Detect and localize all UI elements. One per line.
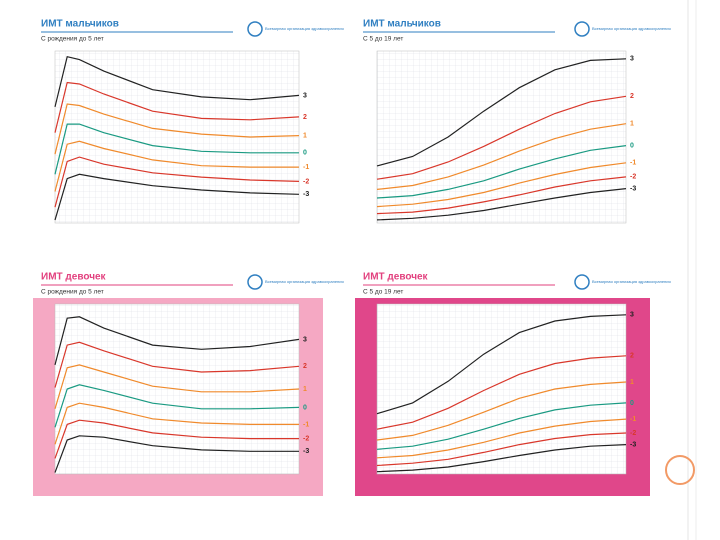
chart-title: ИМТ мальчиков — [41, 19, 119, 30]
z-curve — [54, 435, 299, 473]
curve-label: 2 — [630, 93, 634, 100]
z-curve — [54, 156, 300, 208]
curve-label: -3 — [630, 441, 636, 448]
who-logo — [574, 21, 590, 37]
chart-title: ИМТ девочек — [41, 272, 107, 283]
z-curve — [54, 81, 300, 133]
curve-label: -2 — [630, 430, 636, 437]
z-curve — [54, 402, 299, 445]
who-logo — [574, 274, 590, 290]
z-curve — [376, 314, 627, 415]
chart-subtitle: С 5 до 19 лет — [363, 289, 403, 296]
curve-label: -1 — [303, 421, 309, 428]
curve-label: -2 — [630, 174, 636, 181]
curve-label: 3 — [630, 312, 634, 319]
org-name: Всемирная организация здравоохранения — [592, 26, 671, 31]
chart-subtitle: С рождения до 5 лет — [41, 36, 104, 43]
chart-title: ИМТ девочек — [363, 272, 429, 283]
z-curve — [54, 419, 299, 459]
curve-label: 0 — [303, 150, 307, 157]
z-curve — [376, 444, 627, 473]
z-curve — [376, 432, 627, 467]
header — [33, 268, 323, 298]
curve-label: 2 — [303, 363, 307, 370]
z-curve — [54, 55, 300, 108]
curve-label: -1 — [303, 164, 309, 171]
z-curve — [54, 341, 300, 388]
curve-label: -2 — [303, 178, 309, 185]
z-curve — [376, 418, 627, 459]
curve-label: -3 — [303, 448, 309, 455]
who-logo — [247, 21, 263, 37]
org-name: Всемирная организация здравоохранения — [265, 279, 344, 284]
curve-label: 3 — [303, 336, 307, 343]
curve-label: 3 — [630, 56, 634, 63]
z-curve — [54, 384, 300, 428]
curve-label: 0 — [630, 400, 634, 407]
z-curve — [376, 123, 627, 190]
z-curve — [376, 402, 627, 450]
z-curve — [376, 58, 627, 167]
who-logo — [247, 274, 263, 290]
deco-circle — [665, 455, 695, 485]
curve-label: 1 — [303, 132, 307, 139]
z-curve — [376, 176, 627, 215]
z-curve — [376, 381, 627, 441]
z-curve — [376, 145, 627, 199]
chart-subtitle: С рождения до 5 лет — [41, 289, 104, 296]
curve-label: 1 — [303, 386, 307, 393]
z-curve — [376, 188, 627, 221]
z-curve — [54, 316, 300, 366]
curve-label: -1 — [630, 160, 636, 167]
z-curve — [376, 355, 627, 430]
curve-label: 2 — [303, 114, 307, 121]
chart-subtitle: С 5 до 19 лет — [363, 36, 403, 43]
plot-area — [376, 303, 627, 475]
curve-label: -3 — [303, 191, 309, 198]
curve-label: 0 — [630, 142, 634, 149]
z-curve — [54, 364, 300, 409]
curve-label: 0 — [303, 404, 307, 411]
curve-label: 3 — [303, 92, 307, 99]
z-curve — [54, 123, 299, 175]
curve-label: -2 — [303, 435, 309, 442]
org-name: Всемирная организация здравоохранения — [592, 279, 671, 284]
curve-label: 1 — [630, 121, 634, 128]
z-curve — [54, 173, 300, 221]
header — [355, 268, 650, 298]
z-curve — [376, 162, 627, 208]
curve-label: -1 — [630, 416, 636, 423]
z-curve — [376, 95, 627, 180]
z-curve — [54, 140, 299, 192]
curve-label: -3 — [630, 185, 636, 192]
curve-label: 1 — [630, 379, 634, 386]
z-curve — [54, 103, 300, 155]
header — [33, 15, 323, 45]
chart-title: ИМТ мальчиков — [363, 19, 441, 30]
plot-area — [376, 50, 627, 224]
curve-label: 2 — [630, 353, 634, 360]
header — [355, 15, 650, 45]
org-name: Всемирная организация здравоохранения — [265, 26, 344, 31]
